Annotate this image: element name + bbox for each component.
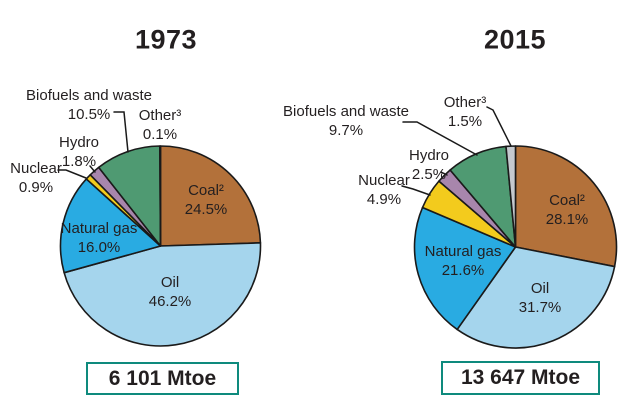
slice-pct: 0.1% xyxy=(142,126,178,143)
total-value: 6 101 Mtoe xyxy=(108,366,217,390)
label-2015-oil: Oil 31.7% xyxy=(519,279,562,317)
slice-pct: 46.2% xyxy=(148,293,192,310)
pie-slice-1973-1 xyxy=(63,242,262,347)
slice-name: Biofuels and waste xyxy=(283,103,409,120)
slice-pct: 2.5% xyxy=(411,166,447,183)
slice-pct: 1.5% xyxy=(447,113,483,130)
label-1973-nuclear: Nuclear 0.9% xyxy=(10,159,62,197)
leader-line xyxy=(113,111,129,153)
slice-pct: 9.7% xyxy=(328,122,364,139)
leader-line xyxy=(89,165,96,173)
pie-slice-1973-2 xyxy=(59,178,162,274)
label-2015-natural-gas: Natural gas 21.6% xyxy=(425,242,502,280)
slice-name: Nuclear xyxy=(10,160,62,177)
slice-name: Hydro xyxy=(58,134,100,151)
slice-name: Nuclear xyxy=(358,172,410,189)
slice-pct: 1.8% xyxy=(61,153,97,170)
label-1973-hydro: Hydro 1.8% xyxy=(59,133,99,171)
pie-slice-1973-0 xyxy=(159,145,262,247)
label-2015-hydro: Hydro 2.5% xyxy=(409,146,449,184)
total-value: 13 647 Mtoe xyxy=(460,366,581,389)
leader-line xyxy=(440,171,448,176)
label-1973-coal: Coal² 24.5% xyxy=(185,181,228,219)
label-1973-other: Other³ 0.1% xyxy=(139,106,182,144)
pie-slice-2015-0 xyxy=(514,145,618,268)
slice-name: Natural gas xyxy=(424,243,502,260)
total-box-1973: 6 101 Mtoe xyxy=(86,362,239,395)
slice-name: Oil xyxy=(160,274,180,291)
pie-slice-2015-1 xyxy=(456,246,616,349)
slice-pct: 0.9% xyxy=(18,179,54,196)
slice-name: Oil xyxy=(530,280,550,297)
slice-name: Biofuels and waste xyxy=(26,87,152,104)
total-box-2015: 13 647 Mtoe xyxy=(441,361,600,395)
slice-pct: 10.5% xyxy=(67,106,111,123)
slice-name: Coal² xyxy=(549,192,585,209)
leader-line xyxy=(402,121,478,156)
leader-line xyxy=(486,106,512,147)
leader-line xyxy=(57,169,87,179)
slice-name: Other³ xyxy=(138,107,182,124)
slice-name: Coal² xyxy=(188,182,224,199)
chart-title-1973: 1973 xyxy=(134,24,198,55)
label-1973-biofuels: Biofuels and waste 10.5% xyxy=(26,86,152,124)
slice-name: Natural gas xyxy=(60,220,138,237)
slice-pct: 21.6% xyxy=(441,262,485,279)
slice-name: Other³ xyxy=(443,94,487,111)
slice-name: Hydro xyxy=(408,147,450,164)
label-2015-biofuels: Biofuels and waste 9.7% xyxy=(283,102,409,140)
slice-pct: 24.5% xyxy=(184,201,228,218)
label-2015-other: Other³ 1.5% xyxy=(444,93,487,131)
slice-pct: 28.1% xyxy=(545,211,589,228)
label-2015-nuclear: Nuclear 4.9% xyxy=(358,171,410,209)
slice-pct: 31.7% xyxy=(518,299,562,316)
pie-slice-1973-6 xyxy=(159,145,162,247)
leader-line xyxy=(401,185,431,196)
pie-slice-2015-2 xyxy=(413,206,517,331)
slice-pct: 4.9% xyxy=(366,191,402,208)
label-2015-coal: Coal² 28.1% xyxy=(546,191,589,229)
chart-title-2015: 2015 xyxy=(483,24,547,55)
label-1973-natural-gas: Natural gas 16.0% xyxy=(61,219,138,257)
label-1973-oil: Oil 46.2% xyxy=(149,273,192,311)
slice-pct: 16.0% xyxy=(77,239,121,256)
